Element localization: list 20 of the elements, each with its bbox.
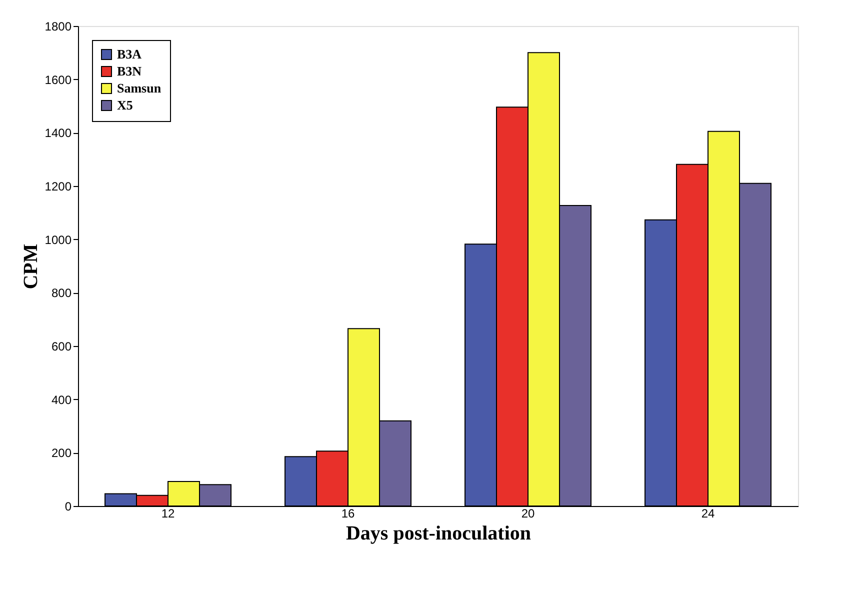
y-axis-title: CPM [20,244,42,290]
y-tick-label: 1800 [44,20,72,34]
y-tick-label: 600 [51,340,72,354]
y-tick-label: 400 [51,392,72,407]
x-tick-label: 20 [521,506,535,520]
legend-label: B3A [117,46,142,62]
legend-label: X5 [117,98,134,112]
y-tick-label: 1200 [44,180,72,194]
x-tick-label: 16 [341,506,355,520]
legend-label: Samsun [117,80,162,96]
y-tick-label: 1000 [44,232,72,247]
y-tick-label: 800 [51,286,72,300]
y-tick-label: 1600 [44,72,72,87]
x-axis-title: Days post-inoculation [346,522,532,544]
legend-label: B3N [117,64,142,78]
x-tick-label: 12 [161,506,175,520]
y-tick-label: 200 [51,446,72,460]
x-tick-label: 24 [701,506,715,520]
y-tick-label: 1400 [44,126,72,140]
y-tick-label: 0 [64,500,72,514]
